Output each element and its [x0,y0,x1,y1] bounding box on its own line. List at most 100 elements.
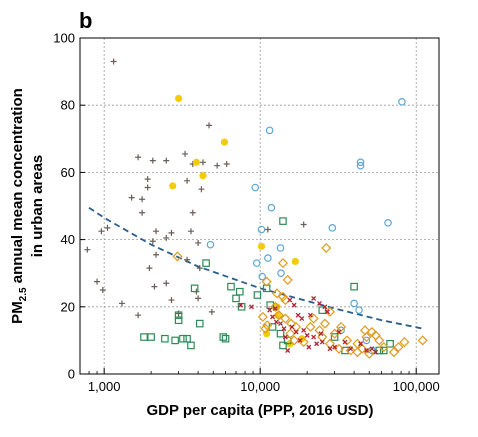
data-point-circle-open [328,224,337,232]
data-point-plus [184,177,191,184]
data-point-cross [293,329,299,335]
data-point-plus [223,161,230,167]
data-point-diamond-open [285,328,296,339]
data-point-diamond-open [282,274,293,285]
data-point-cross [278,321,283,327]
data-point-plus [168,297,175,304]
data-point-diamond-open [374,335,385,346]
data-point-diamond-open [417,335,428,346]
data-point-plus [163,280,170,287]
data-point-plus [139,209,146,216]
data-point-cross [299,316,305,322]
data-point-square-open [171,336,179,345]
data-point-square-open [147,333,155,341]
data-point-circle-open [355,306,363,314]
data-point-cross [358,341,364,347]
data-point-diamond-open [364,348,375,359]
data-point-circle-open [350,299,358,308]
x-tick-label: 100,000 [393,379,440,394]
data-point-diamond-open [172,251,183,262]
data-point-cross [317,300,322,306]
data-point-circle-open [257,225,266,234]
data-point-cross [307,312,313,318]
x-tick-label: 10,000 [240,379,280,394]
data-point-cross [301,327,307,333]
trend-line [88,206,423,330]
data-point-cross [282,334,288,340]
data-point-circle-open [356,161,365,170]
data-point-plus [84,246,91,253]
data-point-cross [272,306,278,311]
y-tick-label: 0 [68,367,75,382]
data-point-diamond-open [345,345,356,356]
data-point-circle-filled [257,242,266,250]
data-point-cross [325,309,330,315]
data-point-cross [322,304,328,310]
data-point-circle-open [398,98,406,106]
data-point-square-open [276,329,285,338]
data-point-plus [198,186,205,193]
grid [80,38,439,374]
y-axis-title-line1: PM2.5 annual mean concentration [9,88,29,324]
data-point-cross [332,344,338,350]
y-axis-title-subscript: 2.5 [18,287,29,301]
data-point-cross [311,295,317,301]
data-point-plus [99,287,106,293]
panel-label: b [79,8,92,33]
data-point-circle-open [251,183,260,192]
data-point-cross [273,319,279,325]
data-point-cross [297,337,303,343]
data-point-plus [146,265,153,272]
data-point-plus [110,58,117,65]
data-point-square-open [221,334,230,343]
data-point-cross [311,334,317,340]
data-point-circle-filled [220,138,229,146]
data-point-square-open [380,346,388,355]
data-point-plus [182,150,189,157]
data-point-diamond-open [273,310,285,321]
data-point-diamond-open [329,328,340,339]
data-point-diamond-open [257,311,268,322]
data-point-diamond-open [388,347,399,358]
data-point-plus [163,234,170,241]
data-point-diamond-open [289,335,300,346]
data-point-diamond-open [357,343,368,354]
data-point-cross [285,348,291,353]
data-point-plus [206,122,213,129]
data-point-plus [135,312,142,319]
data-point-diamond-open [262,320,273,331]
data-point-cross [373,349,379,355]
data-point-square-open [179,334,187,343]
data-point-diamond-open [277,258,289,269]
data-point-diamond-open [261,276,272,287]
data-point-plus [104,224,111,231]
y-tick-label: 60 [61,165,75,180]
y-axis-title-pm: PM [9,301,26,324]
data-point-square-open [140,333,148,341]
x-tick-label: 1,000 [88,379,121,394]
data-point-plus [94,278,101,285]
data-point-square-open [232,294,240,303]
data-point-circle-open [252,259,261,267]
data-point-square-open [330,333,339,341]
data-point-plus [168,229,175,236]
data-point-plus [144,184,151,191]
data-point-circle-filled [291,257,299,266]
data-point-cross [291,302,297,308]
data-point-cross [342,339,348,345]
data-point-plus [214,162,221,169]
data-point-circle-open [277,269,285,278]
x-axis-title: GDP per capita (PPP, 2016 USD) [146,402,373,419]
data-point-diamond-open [260,323,271,334]
data-point-plus [153,228,160,235]
data-point-plus [199,159,206,166]
data-point-circle-open [276,244,285,252]
data-point-square-open [202,259,210,267]
y-tick-label: 100 [53,31,75,46]
data-point-cross [267,307,273,313]
data-point-cross [348,346,354,352]
data-point-plus [98,228,105,235]
data-point-diamond-open [361,331,372,343]
data-point-cross [289,324,295,330]
